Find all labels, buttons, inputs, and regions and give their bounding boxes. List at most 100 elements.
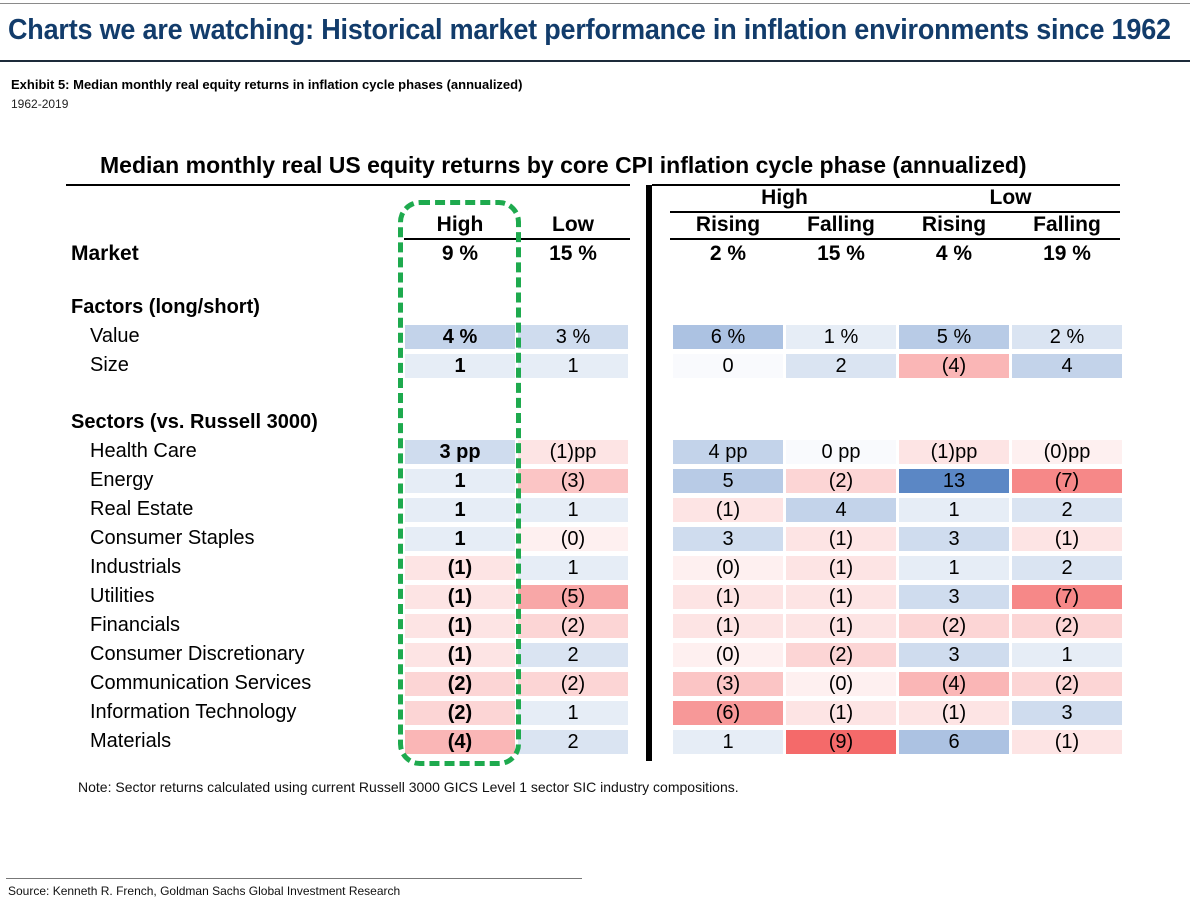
exhibit-caption: Exhibit 5: Median monthly real equity re… <box>11 77 523 92</box>
heatmap-cell: (4) <box>405 730 515 754</box>
heatmap-cell: (1) <box>786 701 896 725</box>
top-rule <box>0 3 1190 4</box>
heatmap-cell: (1) <box>899 701 1009 725</box>
heatmap-cell: 13 <box>899 469 1009 493</box>
table-top-rule-right <box>652 184 1120 186</box>
row-label: Financials <box>90 614 181 636</box>
heatmap-cell: (2) <box>786 469 896 493</box>
heatmap-cell: (5) <box>518 585 628 609</box>
heatmap-cell: (0) <box>786 672 896 696</box>
row-label: Information Technology <box>90 701 297 723</box>
row-label: Real Estate <box>90 498 194 520</box>
row-label: Consumer Discretionary <box>90 643 305 665</box>
row-label: Size <box>90 354 129 376</box>
heatmap-cell: 1 <box>518 498 628 522</box>
table-top-rule <box>66 184 630 186</box>
heatmap-cell: (2) <box>1012 614 1122 638</box>
heatmap-cell: 1 % <box>786 325 896 349</box>
column-group-header: High <box>761 186 808 209</box>
heatmap-cell: 6 <box>899 730 1009 754</box>
column-header: Rising <box>921 213 987 236</box>
heatmap-cell: (0) <box>673 556 783 580</box>
heatmap-cell: 1 <box>899 556 1009 580</box>
heatmap-cell: (1)pp <box>518 440 628 464</box>
section-header: Factors (long/short) <box>71 296 260 318</box>
heatmap-cell: (1)pp <box>899 440 1009 464</box>
heatmap-cell: 3 <box>899 527 1009 551</box>
section-header: Sectors (vs. Russell 3000) <box>71 411 318 433</box>
heatmap-cell: (1) <box>405 556 515 580</box>
row-label: Value <box>90 325 140 347</box>
header-rule-left <box>404 238 630 240</box>
row-label: Utilities <box>90 585 155 607</box>
heatmap-cell: 1 <box>405 527 515 551</box>
heatmap-cell: 5 <box>673 469 783 493</box>
column-header: Falling <box>807 213 875 236</box>
heatmap-cell: 3 <box>1012 701 1122 725</box>
column-group-header: Low <box>989 186 1032 209</box>
heatmap-cell: (2) <box>899 614 1009 638</box>
column-header: Falling <box>1033 213 1101 236</box>
heatmap-cell: 4 <box>786 498 896 522</box>
heatmap-cell: 3 <box>673 527 783 551</box>
heatmap-cell: (4) <box>899 672 1009 696</box>
heatmap-cell: 4 % <box>405 325 515 349</box>
group-rule <box>670 211 1120 213</box>
heatmap-cell: 1 <box>405 354 515 378</box>
column-header: Rising <box>695 213 761 236</box>
heatmap-cell: (3) <box>518 469 628 493</box>
heatmap-cell: 1 <box>405 469 515 493</box>
heatmap-cell: 2 <box>1012 556 1122 580</box>
market-value: 9 % <box>441 242 479 265</box>
heatmap-cell: (1) <box>405 614 515 638</box>
heatmap-cell: (2) <box>518 614 628 638</box>
row-label: Communication Services <box>90 672 312 694</box>
heatmap-cell: (1) <box>673 614 783 638</box>
heatmap-cell: (1) <box>786 585 896 609</box>
heatmap-cell: 0 pp <box>786 440 896 464</box>
heatmap-cell: 0 <box>673 354 783 378</box>
heatmap-cell: 3 <box>899 585 1009 609</box>
heatmap-cell: 1 <box>405 498 515 522</box>
heatmap-cell: 1 <box>673 730 783 754</box>
title-rule <box>0 60 1190 62</box>
column-divider <box>646 185 652 761</box>
market-value: 15 % <box>817 242 865 265</box>
market-value: 15 % <box>549 242 597 265</box>
heatmap-cell: (3) <box>673 672 783 696</box>
heatmap-cell: 4 pp <box>673 440 783 464</box>
heatmap-cell: (9) <box>786 730 896 754</box>
heatmap-cell: 3 pp <box>405 440 515 464</box>
heatmap-cell: (1) <box>405 585 515 609</box>
heatmap-cell: 2 <box>1012 498 1122 522</box>
heatmap-cell: 3 <box>899 643 1009 667</box>
heatmap-cell: (7) <box>1012 469 1122 493</box>
heatmap-cell: 2 <box>786 354 896 378</box>
row-label: Industrials <box>90 556 182 578</box>
column-header: High <box>436 213 484 236</box>
market-value: 19 % <box>1043 242 1091 265</box>
row-label: Health Care <box>90 440 197 462</box>
heatmap-cell: (2) <box>405 672 515 696</box>
heatmap-cell: (2) <box>405 701 515 725</box>
heatmap-cell: 2 <box>518 730 628 754</box>
heatmap-cell: (1) <box>1012 730 1122 754</box>
heatmap-cell: (1) <box>673 585 783 609</box>
footnote: Note: Sector returns calculated using cu… <box>78 779 739 795</box>
heatmap-cell: (1) <box>786 556 896 580</box>
heatmap-cell: 1 <box>518 556 628 580</box>
heatmap-cell: (4) <box>899 354 1009 378</box>
row-label: Consumer Staples <box>90 527 255 549</box>
heatmap-cell: (1) <box>786 614 896 638</box>
table-title: Median monthly real US equity returns by… <box>100 152 1027 178</box>
row-label: Materials <box>90 730 172 752</box>
page-title: Charts we are watching: Historical marke… <box>8 14 1171 46</box>
heatmap-cell: (1) <box>673 498 783 522</box>
heatmap-cell: 1 <box>518 354 628 378</box>
heatmap-cell: 2 <box>518 643 628 667</box>
heatmap-cell: 2 % <box>1012 325 1122 349</box>
heatmap-cell: (0)pp <box>1012 440 1122 464</box>
heatmap-cell: 1 <box>518 701 628 725</box>
header-rule-right <box>670 238 1120 240</box>
market-value: 4 % <box>935 242 973 265</box>
